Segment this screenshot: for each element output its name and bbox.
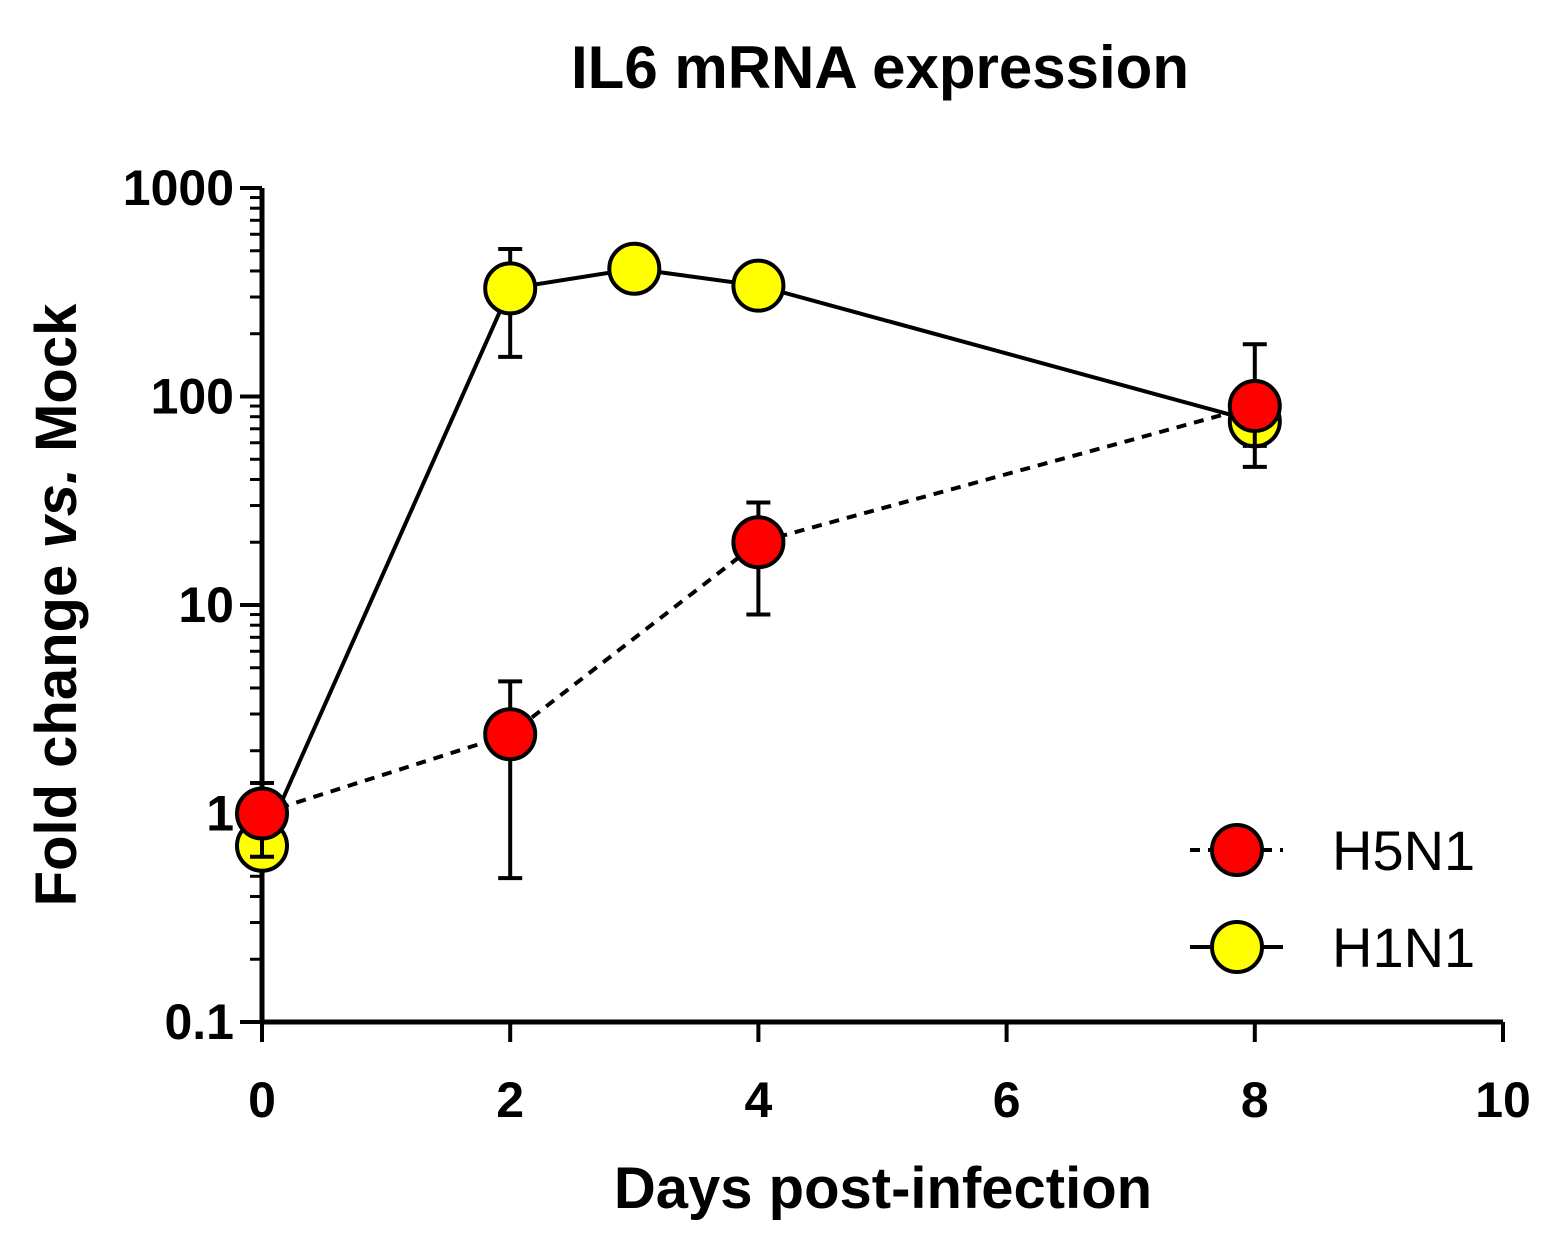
data-point-h1n1 [607,241,662,296]
data-point-h1n1 [731,258,786,313]
legend-marker-h5n1 [1210,823,1264,877]
legend-marker-h1n1 [1210,920,1264,974]
y-axis-label-suffix: Mock [24,303,89,468]
legend-label-h5n1: H5N1 [1332,819,1475,882]
y-axis-label-prefix: Fold change [24,549,89,907]
chart-title: IL6 mRNA expression [571,34,1189,101]
y-tick-label: 1 [206,786,234,842]
y-tick-label: 100 [151,369,234,425]
y-axis-label: Fold change vs. Mock [24,303,89,906]
x-axis-label: Days post-infection [614,1156,1152,1221]
y-tick-label: 10 [178,577,234,633]
series-h5n1 [235,342,1282,881]
y-tick-label: 1000 [123,160,234,216]
series-line-h5n1 [261,404,1256,816]
data-point-h1n1 [483,261,538,316]
x-tick-label: 10 [1475,1072,1531,1128]
x-tick-label: 2 [496,1072,524,1128]
y-axis-label-italic: vs. [24,468,89,549]
x-tick-label: 8 [1241,1072,1269,1128]
y-tick-label: 0.1 [164,994,234,1050]
series-layer [235,241,1282,881]
data-point-h5n1 [1227,379,1282,434]
legend: H5N1 H1N1 [1190,819,1475,979]
data-point-h5n1 [731,515,786,570]
axes: 0.1 1 10 100 1000 0 2 4 6 8 10 [123,160,1531,1128]
legend-label-h1n1: H1N1 [1332,916,1475,979]
data-point-h5n1 [483,707,538,762]
x-tick-label: 0 [248,1072,276,1128]
x-tick-label: 4 [744,1072,772,1128]
data-point-h5n1 [235,786,289,841]
x-tick-label: 6 [993,1072,1021,1128]
